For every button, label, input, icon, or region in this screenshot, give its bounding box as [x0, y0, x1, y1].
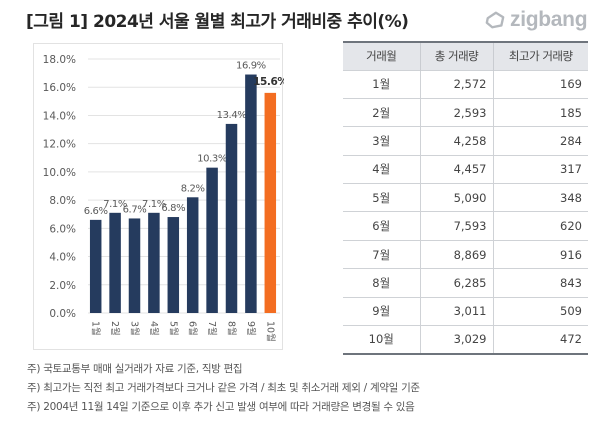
cell-month: 8월: [343, 268, 420, 298]
bar: [186, 197, 199, 313]
x-tick-label: 6월: [187, 321, 199, 336]
cell-peak-volume: 348: [492, 183, 588, 212]
cell-month: 6월: [343, 211, 420, 241]
data-label: 7.1%: [142, 199, 166, 210]
footnote: 주) 국토교통부 매매 실거래가 자료 기준, 직방 편집: [27, 363, 243, 375]
cell-total-volume: 4,457: [419, 154, 493, 184]
x-tick-label: 5월: [167, 321, 179, 336]
bar: [148, 212, 160, 313]
header-total-volume: 총 거래량: [419, 41, 493, 70]
cell-peak-volume: 843: [492, 268, 588, 298]
cell-total-volume: 3,011: [419, 296, 493, 326]
cell-peak-volume: 317: [492, 154, 588, 184]
bar-chart: 0.0% 2.0% 4.0% 6.0% 8.0% 10.0% 12.0% 14.0% 16.0%…: [43, 54, 284, 342]
cell-peak-volume: 185: [492, 97, 588, 127]
cell-total-volume: 3,029: [419, 325, 493, 355]
cell-peak-volume: 509: [492, 296, 588, 326]
x-tick-label: 10월: [264, 321, 276, 342]
bar: [245, 74, 257, 314]
cell-peak-volume: 916: [492, 239, 588, 269]
y-tick-label: 6.0%: [49, 223, 76, 235]
data-label: 7.1%: [103, 199, 127, 210]
cell-total-volume: 5,090: [419, 183, 493, 212]
header-peak-volume: 최고가 거래량: [492, 41, 588, 70]
x-tick-label: 4월: [148, 321, 160, 336]
y-tick-label: 4.0%: [49, 252, 76, 264]
cell-peak-volume: 620: [492, 211, 588, 241]
cell-month: 9월: [343, 296, 420, 326]
table-row: 7월 8,869 916: [343, 239, 588, 269]
table-row: 5월 5,090 348: [343, 183, 588, 212]
table-row: 4월 4,457 317: [343, 154, 588, 184]
cell-month: 7월: [343, 239, 420, 269]
zigbang-house-icon: [485, 11, 505, 29]
logo-text: zigbang: [510, 8, 588, 31]
y-tick-label: 8.0%: [49, 195, 76, 207]
cell-peak-volume: 284: [492, 126, 588, 156]
table-row: 6월 7,593 620: [343, 211, 588, 241]
table-row: 3월 4,258 284: [343, 126, 588, 156]
data-label: 6.6%: [84, 206, 108, 217]
x-tick-label: 3월: [129, 321, 141, 336]
table-row: 9월 3,011 509: [343, 296, 588, 326]
cell-peak-volume: 169: [492, 69, 588, 99]
cell-month: 3월: [343, 126, 420, 156]
x-tick-label: 2월: [109, 321, 121, 336]
footnotes: 주) 국토교통부 매매 실거래가 자료 기준, 직방 편집 주) 최고가는 직전…: [27, 360, 420, 417]
y-tick-label: 0.0%: [49, 308, 76, 320]
bar: [109, 212, 121, 313]
data-label: 16.9%: [236, 61, 266, 72]
y-tick-label: 18.0%: [43, 54, 76, 66]
x-tick-label: 8월: [226, 321, 238, 336]
cell-total-volume: 7,593: [419, 211, 493, 241]
bar: [167, 217, 180, 313]
cell-total-volume: 2,593: [419, 97, 493, 127]
cell-total-volume: 2,572: [419, 69, 493, 99]
x-tick-label: 7월: [206, 321, 218, 336]
y-tick-label: 10.0%: [43, 167, 76, 179]
cell-month: 10월: [343, 325, 420, 355]
chart-frame: 0.0% 2.0% 4.0% 6.0% 8.0% 10.0% 12.0% 14.0% 16.0%…: [33, 43, 284, 350]
table-row: 2월 2,593 185: [343, 97, 588, 127]
y-tick-label: 2.0%: [49, 280, 76, 292]
cell-month: 2월: [343, 97, 420, 127]
bar: [89, 219, 102, 313]
zigbang-logo: zigbang: [484, 8, 588, 32]
data-label: 15.6%: [253, 76, 284, 88]
bar: [206, 167, 218, 313]
x-tick-label: 1월: [90, 321, 102, 336]
cell-month: 5월: [343, 183, 420, 212]
footnote: 주) 2004년 11월 14일 기준으로 이후 추가 신고 발생 여부에 따라…: [27, 401, 415, 413]
figure-title: [그림 1] 2024년 서울 월별 최고가 거래비중 추이(%): [26, 12, 409, 32]
data-label: 6.8%: [161, 203, 185, 214]
y-tick-label: 16.0%: [43, 82, 76, 94]
table-row: 1월 2,572 169: [343, 69, 588, 99]
header-month: 거래월: [343, 41, 420, 70]
cell-total-volume: 4,258: [419, 126, 493, 156]
transaction-table: 거래월 총 거래량 최고가 거래량 1월 2,572 169 2월 2,593 185 3월…: [343, 41, 588, 355]
data-label: 13.4%: [217, 110, 247, 121]
bar: [264, 92, 277, 313]
bar: [128, 218, 141, 313]
cell-peak-volume: 472: [492, 325, 588, 355]
bar: [225, 123, 238, 314]
x-tick-label: 9월: [245, 321, 257, 336]
cell-month: 1월: [343, 69, 420, 99]
y-tick-label: 14.0%: [43, 110, 76, 122]
table-row: 10월 3,029 472: [343, 325, 588, 355]
data-label: 10.3%: [197, 154, 227, 165]
table-header-row: 거래월 총 거래량 최고가 거래량: [343, 41, 588, 70]
cell-month: 4월: [343, 154, 420, 184]
data-label: 6.7%: [123, 204, 147, 215]
table-row: 8월 6,285 843: [343, 268, 588, 298]
data-label: 8.2%: [181, 183, 205, 194]
cell-total-volume: 6,285: [419, 268, 493, 298]
cell-total-volume: 8,869: [419, 239, 493, 269]
footnote: 주) 최고가는 직전 최고 거래가격보다 크거나 같은 가격 / 최초 및 취소…: [27, 382, 420, 394]
y-tick-label: 12.0%: [43, 139, 76, 151]
